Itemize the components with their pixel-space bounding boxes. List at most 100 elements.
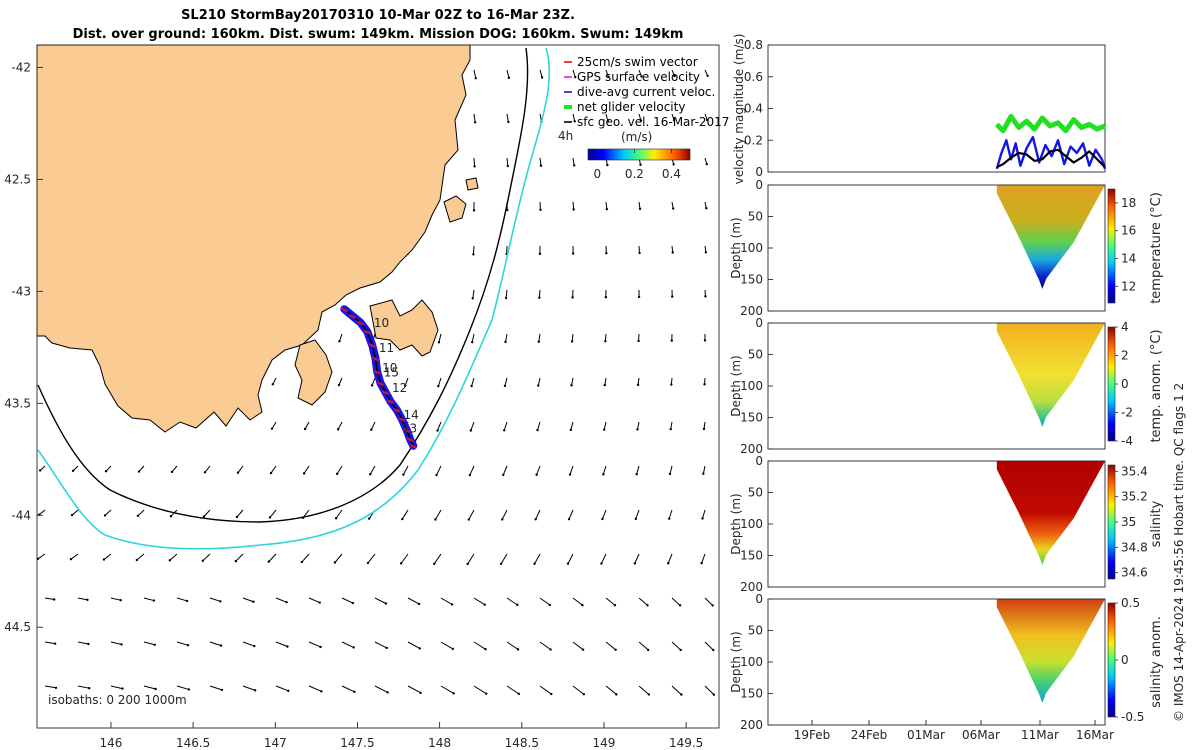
current-vector [334, 553, 343, 563]
colorbar-tick-label: 0.2 [625, 167, 644, 181]
map-ytick-label: -42 [11, 60, 31, 74]
current-vector [469, 465, 475, 476]
section-ytick-label: 150 [740, 549, 763, 563]
current-vector [572, 685, 585, 695]
legend-entry: sfc geo. vel. 16-Mar-2017 [577, 115, 729, 129]
current-vector [402, 465, 409, 475]
section-colorbar-tick-label: 34.8 [1121, 540, 1148, 554]
swim-vector [403, 428, 411, 434]
section-profile-fill [996, 599, 1105, 703]
isobath-200m [37, 47, 529, 523]
current-vector-head [646, 604, 649, 607]
current-vector-head [614, 648, 617, 651]
current-vector-head [705, 162, 708, 166]
current-vector-head [571, 296, 574, 299]
swim-vector [377, 381, 384, 387]
current-vector [440, 597, 453, 605]
map-xtick-label: 149.5 [669, 736, 703, 750]
chart-title-line1: SL210 StormBay20170310 10-Mar 02Z to 16-… [181, 8, 575, 23]
current-vector [44, 685, 57, 689]
section-colorbar-tick-label: 12 [1121, 279, 1136, 293]
current-vector-head [437, 341, 441, 344]
velocity-ytick-label: 0.4 [744, 102, 763, 116]
current-vector [437, 377, 442, 387]
legend-entry: net glider velocity [577, 100, 685, 114]
map-xtick-label: 148.5 [505, 736, 539, 750]
map-ytick-label: 43.5 [4, 396, 31, 410]
current-vector [605, 641, 616, 651]
date-tick-label: 01Mar [907, 728, 945, 742]
current-vector-head [639, 119, 643, 122]
section-ytick-label: 0 [755, 178, 763, 192]
current-vector-head [534, 518, 537, 521]
current-vector-head [637, 339, 640, 343]
current-vector [176, 641, 189, 646]
current-vector [535, 509, 541, 520]
swim-vector [349, 314, 356, 319]
current-vector-head [102, 558, 106, 561]
current-vector [369, 465, 376, 475]
current-vector [671, 597, 681, 606]
legend-entry: 25cm/s swim vector [577, 55, 698, 69]
current-vector-head [537, 384, 540, 387]
current-vector-head [635, 472, 638, 476]
legend-entry: GPS surface velocity [577, 70, 700, 84]
current-vector [341, 597, 354, 604]
current-vector [538, 333, 541, 342]
current-vector [572, 641, 584, 651]
current-vector-head [88, 686, 91, 690]
current-vector-head [253, 644, 256, 648]
current-vector [539, 597, 551, 606]
current-vector-head [270, 427, 274, 430]
current-vector [209, 597, 221, 602]
map-xtick-label: 146.5 [176, 736, 210, 750]
current-vector-head [271, 383, 274, 386]
current-vector [209, 685, 223, 691]
section-ylabel: Depth (m) [729, 493, 743, 554]
current-vector [503, 421, 508, 431]
current-vector-head [334, 517, 338, 520]
current-vector-head [539, 208, 542, 211]
current-vector [506, 597, 518, 606]
current-vector [506, 641, 519, 650]
current-vector-head [540, 76, 544, 79]
current-vector [602, 465, 607, 475]
section-ylabel: Depth (m) [729, 355, 743, 416]
map-colorbar [587, 148, 691, 161]
current-vector-head [499, 562, 503, 566]
current-vector [136, 553, 145, 561]
current-vector-head [680, 693, 683, 696]
schouten-island [465, 177, 479, 191]
current-vector-head [636, 383, 640, 387]
current-vector-head [667, 517, 671, 520]
current-vector-head [572, 208, 575, 211]
current-vector [143, 641, 155, 646]
current-vector-head [516, 603, 519, 607]
current-vector-head [468, 473, 472, 477]
current-vector [371, 377, 376, 386]
current-vector-head [668, 472, 672, 476]
section-ytick-label: 50 [748, 210, 763, 224]
current-vector [670, 421, 673, 430]
tasman-peninsula [369, 299, 439, 357]
current-vector-head [335, 472, 339, 476]
current-vector [473, 597, 485, 606]
section-temperature: 0 50 100 150 200 Depth (m) 18 16 14 12 temperature… [729, 178, 1164, 318]
section-ylabel: Depth (m) [729, 217, 743, 278]
current-vector-head [703, 383, 706, 386]
current-vector-head [639, 163, 642, 166]
current-vector [468, 509, 475, 520]
current-vector [473, 69, 477, 79]
current-vector-head [582, 693, 586, 696]
current-vector-head [504, 340, 507, 344]
map-colorbar-ticks: 0 0.2 0.4 [593, 149, 681, 181]
velocity-axes [767, 44, 1106, 173]
section-colorbar-tick-label: -0.5 [1121, 710, 1144, 724]
current-vector-head [70, 513, 74, 517]
section-colorbar-tick-label: 4 [1121, 320, 1129, 334]
current-vector [337, 421, 343, 430]
current-vector-head [320, 690, 323, 693]
current-vector-head [638, 207, 642, 211]
chart-title-line2: Dist. over ground: 160km. Dist. swum: 14… [73, 27, 684, 42]
